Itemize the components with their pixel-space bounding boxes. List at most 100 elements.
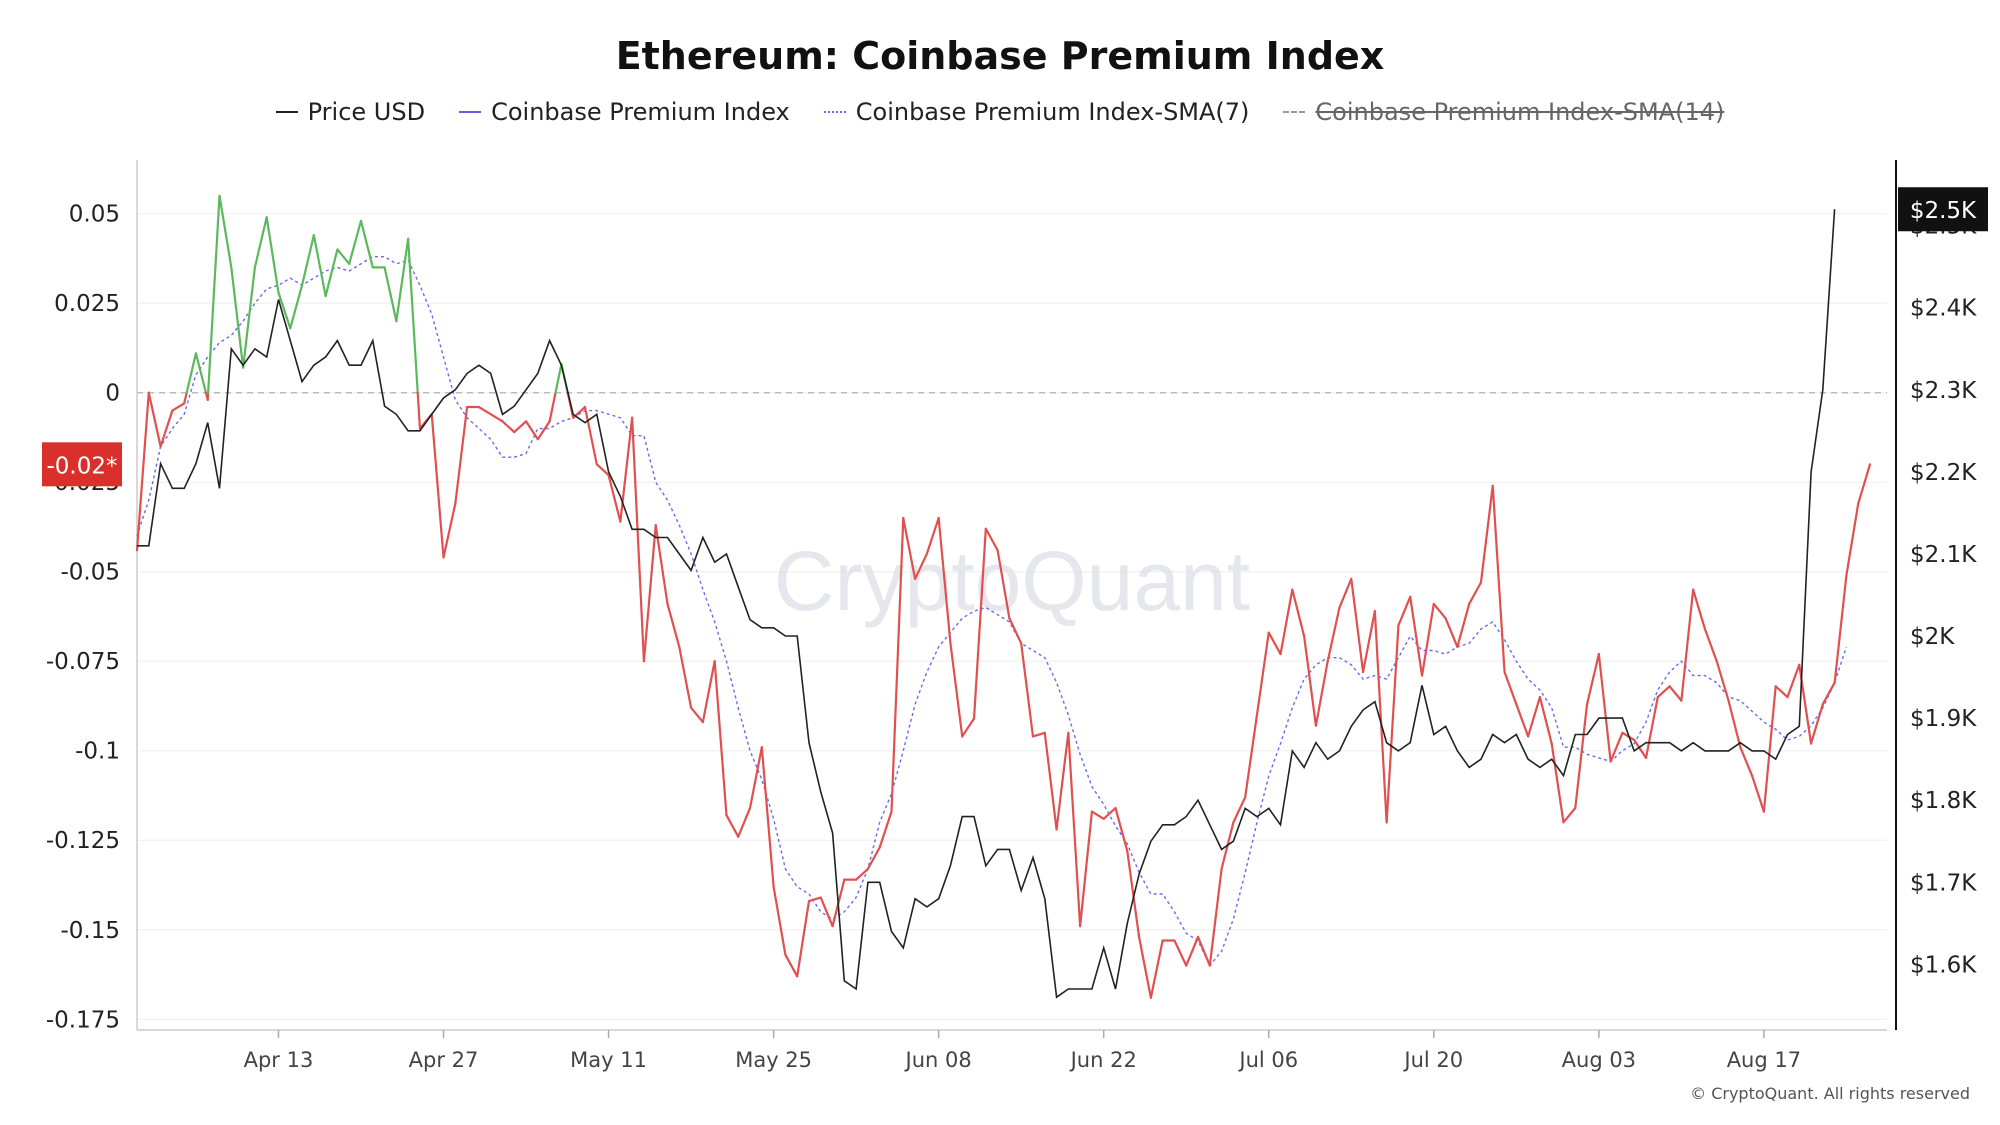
y-left-tick-label: 0 — [105, 381, 120, 407]
premium-index-segment — [1668, 685, 1683, 702]
y-left-tick-label: -0.15 — [60, 918, 120, 944]
legend-swatch-price — [275, 111, 298, 113]
premium-index-segment — [1845, 502, 1860, 577]
premium-index-segment — [1703, 627, 1718, 663]
premium-index-segment — [253, 216, 268, 269]
premium-index-segment — [348, 219, 363, 265]
premium-index-segment — [972, 527, 987, 720]
premium-index-segment — [1515, 703, 1530, 738]
legend-item-sma14[interactable]: Coinbase Premium Index-SMA(14) — [1283, 98, 1724, 126]
premium-index-segment — [194, 352, 208, 394]
premium-index-segment — [1585, 652, 1600, 706]
premium-index-segment — [1232, 796, 1247, 824]
premium-index-segment — [312, 234, 327, 298]
premium-index-segment — [607, 473, 622, 523]
premium-index-segment — [855, 867, 870, 881]
premium-current-badge — [42, 442, 122, 487]
premium-index-segment — [477, 405, 492, 416]
premium-index-segment — [1727, 699, 1742, 749]
premium-index-segment — [1715, 660, 1730, 702]
price-current-badge — [1898, 187, 1988, 232]
premium-index-segment — [1692, 588, 1707, 631]
premium-index-segment — [689, 706, 704, 724]
premium-index-segment — [1020, 642, 1035, 738]
premium-index-segment — [784, 953, 799, 978]
premium-index-segment — [1303, 635, 1318, 727]
premium-index-segment — [430, 413, 445, 559]
legend-label-premium: Coinbase Premium Index — [491, 98, 790, 126]
premium-index-segment — [1373, 610, 1388, 824]
premium-index-segment — [501, 420, 516, 434]
premium-index-segment — [949, 642, 964, 738]
premium-index-segment — [1597, 652, 1612, 763]
premium-index-segment — [1055, 731, 1070, 831]
premium-index-segment — [183, 391, 188, 405]
premium-index-segment — [902, 516, 917, 580]
premium-index-segment — [772, 885, 787, 956]
premium-index-segment — [1821, 681, 1836, 706]
premium-index-segment — [1633, 738, 1648, 760]
y-right-tick-label: $2K — [1910, 624, 1955, 650]
premium-index-segment — [265, 216, 280, 294]
premium-index-segment — [1338, 577, 1353, 609]
price-line — [137, 209, 1836, 999]
premium-index-segment — [454, 405, 469, 505]
premium-index-segment — [135, 391, 150, 552]
premium-index-segment — [548, 391, 557, 423]
premium-index-segment — [1031, 731, 1046, 738]
premium-index-segment — [1644, 695, 1659, 760]
y-left-tick-label: -0.1 — [75, 739, 120, 765]
premium-index-segment — [1491, 484, 1506, 674]
premium-index-segment — [713, 660, 728, 817]
y-left-tick-label: -0.075 — [46, 649, 120, 675]
premium-index-segment — [1255, 631, 1270, 717]
legend-item-price[interactable]: Price USD — [275, 98, 425, 126]
premium-index-segment — [1656, 685, 1671, 699]
premium-index-segment — [1079, 810, 1094, 928]
premium-index-segment — [277, 291, 292, 330]
premium-index-segment — [230, 266, 245, 369]
premium-index-segment — [1550, 742, 1565, 824]
premium-index-segment — [1350, 577, 1365, 674]
premium-index-segment — [961, 717, 976, 738]
premium-index-segment — [1786, 663, 1801, 699]
premium-index-segment — [1833, 574, 1848, 684]
premium-index-segment — [1527, 695, 1542, 738]
x-tick-label: Aug 03 — [1562, 1048, 1636, 1072]
premium-index-segment — [1538, 695, 1553, 745]
premium-index-segment — [760, 746, 775, 888]
legend-label-sma7: Coinbase Premium Index-SMA(7) — [855, 98, 1250, 126]
premium-index-segment — [1314, 660, 1329, 727]
premium-index-segment — [725, 814, 740, 838]
y-right-tick-label: $2.3K — [1910, 378, 1977, 404]
premium-index-segment — [1479, 484, 1494, 584]
premium-index-segment — [554, 362, 563, 394]
premium-index-segment — [1762, 685, 1777, 813]
y-left-tick-label: -0.125 — [46, 828, 120, 854]
premium-index-segment — [185, 352, 198, 394]
premium-index-segment — [1090, 810, 1105, 820]
premium-index-segment — [1008, 617, 1023, 645]
premium-index-segment — [1680, 588, 1695, 702]
x-tick-label: Aug 17 — [1727, 1048, 1801, 1072]
legend-swatch-premium — [459, 111, 482, 113]
premium-index-segment — [1043, 731, 1058, 831]
premium-index-segment — [207, 194, 221, 394]
x-tick-label: May 11 — [570, 1048, 647, 1072]
sma7-line — [136, 256, 1848, 967]
copyright-text: © CryptoQuant. All rights reserved — [1690, 1084, 1970, 1103]
premium-index-segment — [383, 266, 398, 323]
premium-index-segment — [913, 552, 928, 580]
y-left-tick-label: 0.025 — [54, 291, 120, 317]
y-left-tick-label: -0.05 — [60, 560, 120, 586]
premium-index-segment — [1562, 806, 1577, 824]
premium-index-segment — [1208, 867, 1223, 967]
premium-index-segment — [416, 391, 422, 430]
premium-index-segment — [748, 746, 763, 810]
premium-index-segment — [642, 524, 657, 663]
premium-index-segment — [701, 660, 716, 724]
premium-index-segment — [513, 420, 528, 434]
legend-item-premium[interactable]: Coinbase Premium Index — [459, 98, 790, 126]
legend-item-sma7[interactable]: Coinbase Premium Index-SMA(7) — [823, 98, 1250, 126]
